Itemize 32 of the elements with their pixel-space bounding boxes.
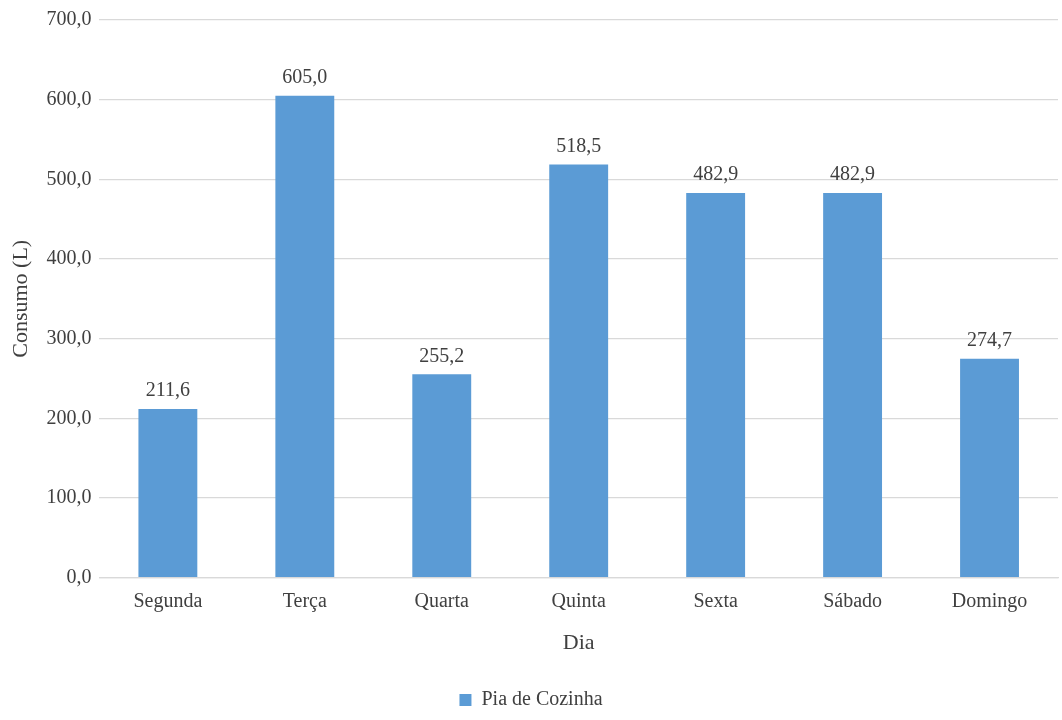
x-tick-label: Sexta <box>693 588 738 611</box>
data-label: 211,6 <box>145 378 190 401</box>
data-label: 274,7 <box>967 328 1013 351</box>
y-tick-label: 100,0 <box>46 485 92 508</box>
y-tick-label: 500,0 <box>46 166 92 189</box>
bar <box>549 164 609 577</box>
x-tick-label: Quinta <box>551 588 607 611</box>
x-tick-label: Quarta <box>414 588 470 611</box>
bar <box>823 192 883 577</box>
data-label: 482,9 <box>830 162 876 185</box>
data-label: 518,5 <box>556 133 602 156</box>
x-axis-title: Dia <box>562 628 595 654</box>
y-tick-label: 700,0 <box>46 7 92 30</box>
bar <box>275 95 335 577</box>
bar <box>412 374 472 577</box>
bar <box>960 358 1019 577</box>
x-tick-label: Segunda <box>133 588 203 612</box>
y-axis-title: Consumo (L) <box>6 239 32 358</box>
y-tick-label: 200,0 <box>46 405 92 428</box>
legend-label: Pia de Cozinha <box>481 687 603 710</box>
y-tick-label: 400,0 <box>46 246 92 269</box>
y-tick-label: 300,0 <box>46 325 92 348</box>
data-label: 482,9 <box>693 162 739 185</box>
y-tick-label: 600,0 <box>46 86 92 109</box>
bar <box>686 192 746 577</box>
bar <box>138 409 198 577</box>
x-tick-label: Terça <box>282 588 327 612</box>
data-label: 605,0 <box>282 64 328 87</box>
x-tick-label: Domingo <box>951 588 1028 612</box>
x-tick-label: Sábado <box>823 588 883 611</box>
data-label: 255,2 <box>419 343 465 366</box>
y-tick-label: 0,0 <box>66 564 92 587</box>
